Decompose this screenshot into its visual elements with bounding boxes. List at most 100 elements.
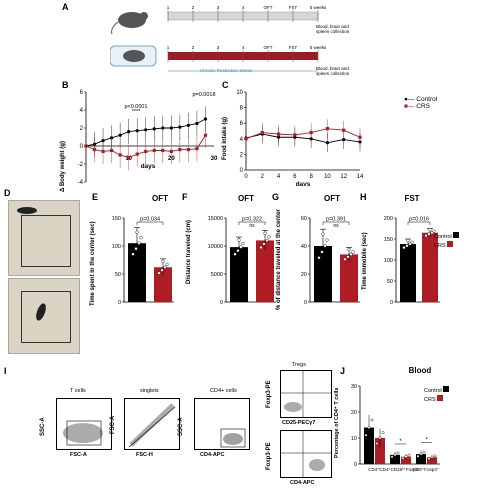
data-point	[323, 244, 327, 248]
significance-star: *	[399, 439, 402, 445]
mouse-icon	[111, 12, 148, 35]
oft-center-time-chart: 0 50 100 150 p=0.034	[112, 216, 174, 306]
f-title: OFT	[238, 194, 254, 203]
data-point	[237, 238, 241, 242]
data-point	[347, 247, 351, 252]
data-point-control	[342, 137, 346, 142]
legend-h-item-control: Control	[434, 232, 460, 241]
bar-control	[416, 454, 426, 464]
p-value-label: p<0.0001	[124, 104, 147, 110]
data-point-crs	[195, 147, 199, 151]
timeline-diagram: 1 1 2 2 3 3 4 4 OFT OFT FST FST 5 weeks 5 weeks	[110, 5, 327, 72]
bar-control	[400, 244, 416, 302]
data-point-crs	[161, 148, 165, 153]
y-tick-label: 2	[240, 152, 244, 158]
data-point-crs	[169, 149, 173, 153]
x-tick-label: 6	[293, 174, 297, 180]
data-point	[139, 236, 143, 240]
x-category-label: CD4⁺	[368, 467, 380, 472]
data-point	[160, 268, 164, 272]
legend-bc: ●— Control ■— CRS	[404, 96, 437, 110]
arena-square	[21, 215, 71, 267]
y-tick-label: 8	[240, 106, 244, 112]
p-value-label: p=0.0018	[192, 92, 215, 98]
data-point-crs	[178, 148, 182, 152]
panel-label-e: E	[92, 192, 99, 202]
x-tick-label: 8	[309, 174, 313, 180]
data-point-control	[325, 141, 330, 145]
y-tick-label: 4	[80, 108, 84, 114]
blood-cd4-chart: 0 10 20 30 CD4⁺ * CD4⁺CD25ʰⁱ Foxp3⁺ * CD4⁺Foxp3⁺	[351, 384, 440, 472]
legend-j-swatch-crs	[437, 395, 444, 401]
y-tick-label: 50	[115, 272, 121, 278]
data-point	[410, 240, 414, 244]
data-point	[427, 232, 431, 236]
data-point	[137, 241, 141, 245]
stress-bar-label: Chronic Restriction Stress	[200, 68, 253, 73]
timeline-tick-label: OFT	[264, 45, 273, 50]
panel-label-c: C	[222, 80, 229, 90]
h-ylabel: Time immobile (sec)	[362, 232, 368, 290]
y-tick-label: 0	[354, 462, 357, 468]
data-point	[321, 232, 325, 236]
f-ylabel: Distance traveled (cm)	[186, 219, 192, 284]
significance-star: *	[425, 437, 428, 443]
panel-label-b: B	[62, 80, 69, 90]
food-intake-chart: 0 2 4 6 8 10 0 2 4 6 8 10 12 14 days	[236, 90, 364, 186]
data-point	[236, 249, 240, 253]
legend-item-control: ●— Control	[404, 96, 437, 103]
x-tick-label: 14	[357, 174, 364, 180]
bar-crs	[154, 267, 172, 302]
data-point-crs	[135, 152, 139, 156]
legend-h-label-crs: CRS	[434, 243, 446, 249]
data-point	[375, 442, 379, 445]
data-point	[267, 235, 271, 239]
y-tick-label: 60	[301, 216, 307, 222]
legend-label-control: Control	[416, 96, 438, 103]
data-point-crs	[203, 133, 208, 137]
data-point	[134, 247, 138, 251]
y-tick-label: 10	[236, 90, 243, 96]
bar-control	[390, 454, 400, 464]
timeline-tick-label: 4	[242, 45, 245, 50]
scatter-diagonal	[128, 403, 176, 448]
timeline-tick-label: FST	[289, 45, 298, 50]
x-tick-label: 2	[261, 174, 265, 180]
x-tick-label: 30	[211, 156, 218, 162]
data-point	[408, 242, 412, 246]
ns-label: ns	[333, 223, 339, 229]
panel-label-g: G	[272, 192, 280, 202]
scatter-cloud	[63, 420, 103, 446]
data-point	[364, 433, 368, 437]
b-ylabel: Δ Body weight (g)	[60, 141, 66, 192]
data-point	[320, 250, 324, 254]
legend-h-swatch-crs	[447, 241, 454, 247]
data-point	[370, 418, 374, 422]
significance-bracket	[407, 221, 431, 225]
y-tick-label: 0	[220, 300, 223, 306]
timeline-tick-label: 3	[217, 45, 220, 50]
x-tick-label: 12	[340, 174, 347, 180]
data-point-crs	[92, 148, 97, 152]
data-point	[263, 231, 267, 235]
oft-photo-bottom	[8, 278, 80, 354]
data-point	[422, 450, 426, 454]
data-point	[378, 436, 382, 440]
data-point-control	[110, 136, 114, 140]
data-point	[131, 252, 135, 256]
body-weight-chart: -4-20246102030daysp<0.0001****p=0.0018	[78, 90, 218, 186]
data-point	[239, 245, 243, 249]
panel-label-j: J	[340, 366, 346, 376]
y-tick-label: 30	[351, 384, 357, 390]
legend-h-swatch-control	[453, 232, 460, 238]
quadrant-plot	[281, 431, 331, 477]
g-ylabel: % of distance traveled at the center	[276, 209, 282, 310]
legend-label-crs: CRS	[416, 103, 430, 110]
gate-title-singlets: singlets	[140, 388, 159, 394]
data-point-crs	[325, 127, 330, 131]
data-point-crs	[110, 148, 114, 153]
facs-plot-singlets	[124, 398, 180, 450]
legend-marker-control: ●—	[404, 96, 415, 103]
y-tick-label: 20	[351, 410, 357, 416]
bar-control	[128, 243, 146, 302]
